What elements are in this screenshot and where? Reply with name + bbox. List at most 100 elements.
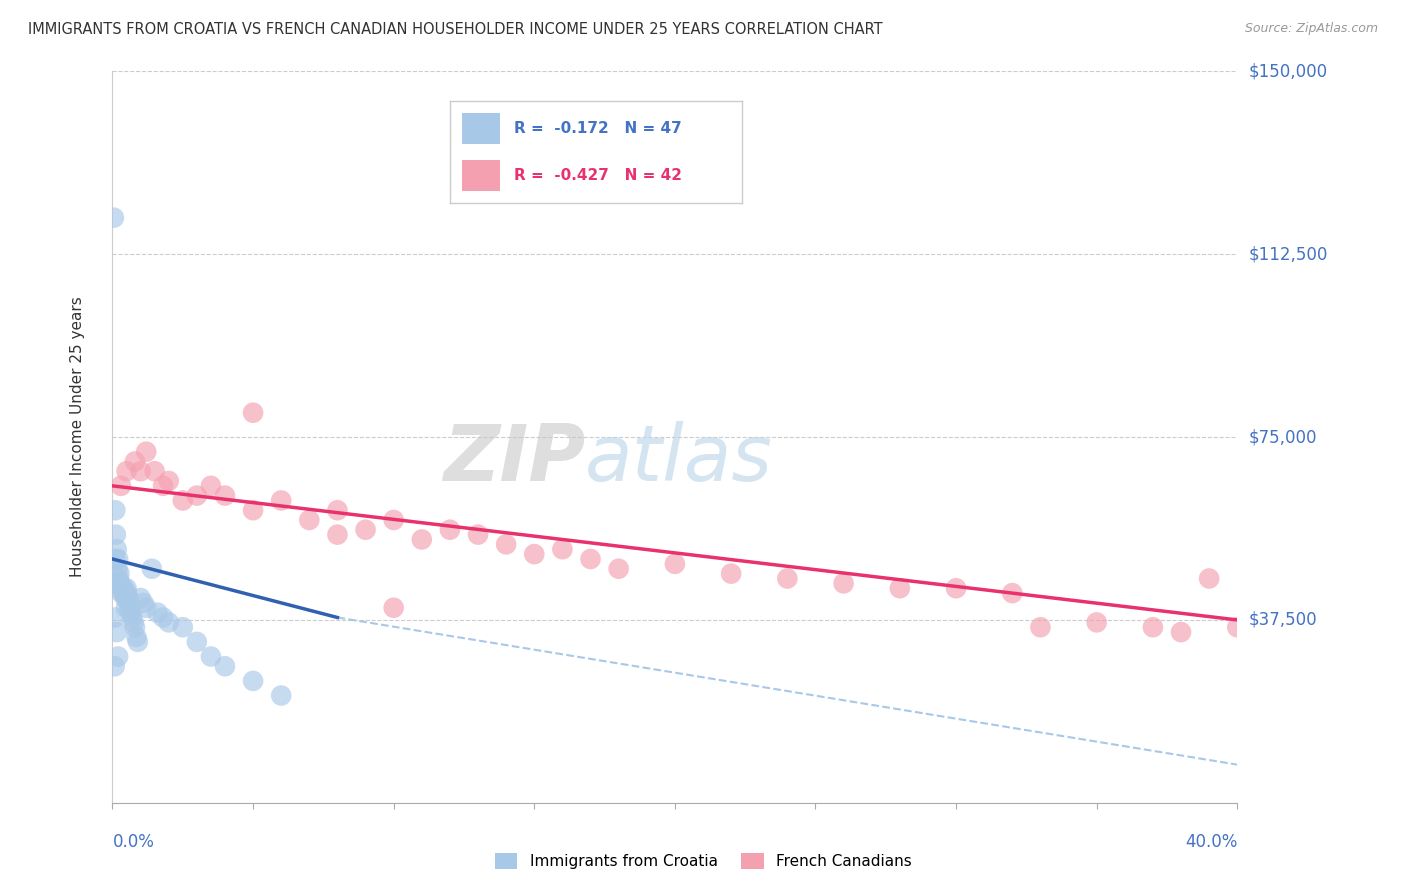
Point xyxy=(439,523,461,537)
Point xyxy=(118,596,141,610)
Point xyxy=(411,533,433,547)
Point xyxy=(107,649,129,664)
Text: atlas: atlas xyxy=(585,421,773,497)
Point xyxy=(135,444,157,458)
Point xyxy=(186,489,208,503)
Point xyxy=(112,581,135,595)
Point xyxy=(664,557,686,571)
Point xyxy=(945,581,967,595)
Point xyxy=(105,625,128,640)
Point xyxy=(114,591,136,605)
Text: IMMIGRANTS FROM CROATIA VS FRENCH CANADIAN HOUSEHOLDER INCOME UNDER 25 YEARS COR: IMMIGRANTS FROM CROATIA VS FRENCH CANADI… xyxy=(28,22,883,37)
Text: $150,000: $150,000 xyxy=(1249,62,1327,80)
Point xyxy=(104,610,127,624)
Point xyxy=(125,630,148,644)
Point xyxy=(495,537,517,551)
Point xyxy=(832,576,855,591)
Point xyxy=(382,600,405,615)
Point xyxy=(110,586,132,600)
Point xyxy=(551,542,574,557)
Point xyxy=(118,600,141,615)
Point xyxy=(157,474,180,488)
Point xyxy=(200,649,222,664)
Point xyxy=(186,635,208,649)
Point xyxy=(104,659,127,673)
Point xyxy=(112,586,135,600)
Point xyxy=(1198,572,1220,586)
Point xyxy=(467,527,489,541)
Point xyxy=(152,610,174,624)
Point xyxy=(105,576,128,591)
Point xyxy=(298,513,321,527)
Point xyxy=(110,576,132,591)
Point xyxy=(124,454,146,468)
Point xyxy=(146,606,169,620)
Point xyxy=(152,479,174,493)
Point xyxy=(242,406,264,420)
Point xyxy=(112,586,135,600)
Point xyxy=(214,659,236,673)
Point xyxy=(1085,615,1108,630)
Point xyxy=(103,211,125,225)
Point xyxy=(242,503,264,517)
Point xyxy=(172,493,194,508)
Point xyxy=(141,562,163,576)
Point xyxy=(200,479,222,493)
Point xyxy=(132,596,155,610)
Point xyxy=(107,572,129,586)
Point xyxy=(104,503,127,517)
Point xyxy=(111,581,134,595)
Point xyxy=(157,615,180,630)
Text: Source: ZipAtlas.com: Source: ZipAtlas.com xyxy=(1244,22,1378,36)
Point xyxy=(270,689,292,703)
Point xyxy=(104,552,127,566)
Point xyxy=(242,673,264,688)
Point xyxy=(110,581,132,595)
Point xyxy=(607,562,630,576)
Point xyxy=(270,493,292,508)
Point xyxy=(120,606,142,620)
Text: 0.0%: 0.0% xyxy=(112,833,155,851)
Point xyxy=(105,542,128,557)
Point xyxy=(326,527,349,541)
Point xyxy=(115,581,138,595)
Point xyxy=(1226,620,1249,634)
Point xyxy=(579,552,602,566)
Point xyxy=(776,572,799,586)
Point xyxy=(104,527,127,541)
Text: $112,500: $112,500 xyxy=(1249,245,1327,263)
Point xyxy=(1001,586,1024,600)
Point xyxy=(115,600,138,615)
Text: $37,500: $37,500 xyxy=(1249,611,1317,629)
Point xyxy=(326,503,349,517)
Point xyxy=(108,566,131,581)
Point xyxy=(121,610,143,624)
Legend: Immigrants from Croatia, French Canadians: Immigrants from Croatia, French Canadian… xyxy=(488,847,918,875)
Point xyxy=(107,552,129,566)
Point xyxy=(110,479,132,493)
Point xyxy=(720,566,742,581)
Point xyxy=(117,591,139,605)
Text: $75,000: $75,000 xyxy=(1249,428,1317,446)
Point xyxy=(1142,620,1164,634)
Point xyxy=(129,591,152,605)
Point xyxy=(889,581,911,595)
Y-axis label: Householder Income Under 25 years: Householder Income Under 25 years xyxy=(70,297,86,577)
Point xyxy=(143,464,166,478)
Point xyxy=(122,615,145,630)
Point xyxy=(354,523,377,537)
Point xyxy=(172,620,194,634)
Point xyxy=(523,547,546,561)
Point xyxy=(107,562,129,576)
Point xyxy=(1029,620,1052,634)
Point xyxy=(129,464,152,478)
Point xyxy=(124,620,146,634)
Text: 40.0%: 40.0% xyxy=(1185,833,1237,851)
Text: ZIP: ZIP xyxy=(443,421,585,497)
Point xyxy=(127,635,149,649)
Point xyxy=(1170,625,1192,640)
Point xyxy=(214,489,236,503)
Point xyxy=(115,464,138,478)
Point xyxy=(382,513,405,527)
Point xyxy=(115,586,138,600)
